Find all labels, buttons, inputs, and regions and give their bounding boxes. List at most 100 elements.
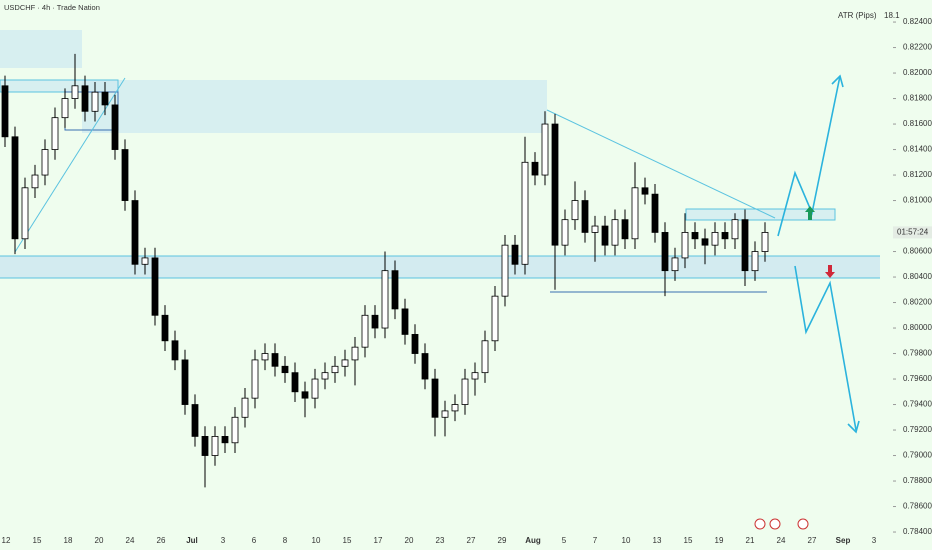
candle-body — [591, 225, 599, 233]
candle-body — [281, 365, 289, 374]
y-tick-label: 0.79600 — [903, 374, 932, 383]
x-tick-label: 26 — [157, 536, 166, 545]
x-tick-label: Jul — [186, 536, 198, 545]
sell-arrow — [825, 265, 835, 278]
resistance-zone — [686, 209, 835, 220]
x-tick-label: 23 — [436, 536, 445, 545]
candle-body — [221, 436, 229, 444]
candle-body — [511, 244, 519, 265]
arrow-head — [847, 420, 860, 434]
candle-body — [461, 378, 469, 405]
candles — [1, 53, 769, 488]
candle-body — [361, 314, 369, 348]
candle-body — [751, 251, 759, 272]
y-tick-label: 0.82200 — [903, 43, 932, 52]
y-tick-label: 0.78800 — [903, 476, 932, 485]
candle-body — [131, 200, 139, 265]
x-tick-label: 29 — [498, 536, 507, 545]
candle-body — [271, 353, 279, 367]
candle-body — [391, 270, 399, 310]
candle-body — [581, 200, 589, 233]
y-tick-label: 0.81800 — [903, 94, 932, 103]
chart-title: USDCHF · 4h · Trade Nation — [4, 3, 100, 12]
candle-body — [151, 257, 159, 316]
candle-body — [291, 372, 299, 393]
candle-body — [61, 98, 69, 119]
candle-body — [161, 314, 169, 342]
candle-body — [201, 436, 209, 456]
candle-body — [381, 270, 389, 329]
candle-body — [31, 174, 39, 189]
candle-body — [531, 161, 539, 176]
x-tick-label: 5 — [562, 536, 567, 545]
candle-body — [641, 187, 649, 195]
candle-body — [231, 416, 239, 444]
x-tick-label: 6 — [252, 536, 257, 545]
flag-icon — [769, 518, 781, 530]
x-tick-label: 19 — [715, 536, 724, 545]
y-tick-label: 0.81200 — [903, 170, 932, 179]
candle-body — [741, 219, 749, 272]
candle-body — [1, 85, 9, 138]
trend-line — [546, 109, 776, 219]
x-tick-label: 27 — [808, 536, 817, 545]
flag-icon — [797, 518, 809, 530]
x-tick-label: 15 — [343, 536, 352, 545]
candle-body — [631, 187, 639, 240]
y-tick-label: 0.81400 — [903, 145, 932, 154]
x-tick-label: 20 — [95, 536, 104, 545]
y-tick-label: 0.79000 — [903, 451, 932, 460]
x-tick-label: 20 — [405, 536, 414, 545]
x-tick-label: 27 — [467, 536, 476, 545]
candle-body — [431, 378, 439, 418]
supply-zone — [0, 30, 82, 68]
candle-body — [421, 353, 429, 380]
candle-body — [41, 149, 49, 176]
candle-body — [681, 232, 689, 259]
x-tick-label: 3 — [221, 536, 226, 545]
x-tick-label: Aug — [525, 536, 541, 545]
candle-body — [451, 404, 459, 412]
candle-body — [261, 353, 269, 361]
candle-body — [471, 372, 479, 380]
candle-body — [441, 410, 449, 418]
y-tick-label: 0.81000 — [903, 196, 932, 205]
candle-body — [701, 238, 709, 246]
x-tick-label: 10 — [312, 536, 321, 545]
x-tick-label: 15 — [33, 536, 42, 545]
candle-body — [321, 372, 329, 380]
candle-body — [761, 232, 769, 252]
y-tick-label: 0.79400 — [903, 400, 932, 409]
event-flags — [754, 518, 809, 530]
arrow-head — [831, 74, 844, 88]
candle-body — [601, 225, 609, 246]
x-tick-label: 10 — [622, 536, 631, 545]
price-axis: 0.82400 0.82200 0.82000 0.81800 0.81600 0.814… — [893, 17, 932, 536]
x-tick-label: 7 — [593, 536, 598, 545]
candle-body — [691, 232, 699, 240]
candle-body — [541, 123, 549, 176]
candle-body — [251, 359, 259, 399]
candle-body — [331, 365, 339, 374]
x-tick-label: 17 — [374, 536, 383, 545]
candle-body — [501, 244, 509, 297]
candle-body — [81, 85, 89, 112]
candle-body — [91, 91, 99, 112]
y-tick-label: 0.80000 — [903, 323, 932, 332]
x-tick-label: Sep — [836, 536, 851, 545]
candle-body — [671, 257, 679, 272]
candle-body — [611, 219, 619, 246]
candle-body — [661, 232, 669, 272]
candle-body — [651, 193, 659, 233]
candle-body — [731, 219, 739, 240]
x-tick-label: 24 — [777, 536, 786, 545]
support-zone — [0, 256, 880, 278]
resistance-border — [685, 208, 836, 221]
candle-body — [621, 219, 629, 240]
y-tick-label: 0.78600 — [903, 502, 932, 511]
candle-body — [211, 436, 219, 456]
candle-body — [171, 340, 179, 361]
flag-icon — [754, 518, 766, 530]
y-tick-label: 0.78400 — [903, 527, 932, 536]
